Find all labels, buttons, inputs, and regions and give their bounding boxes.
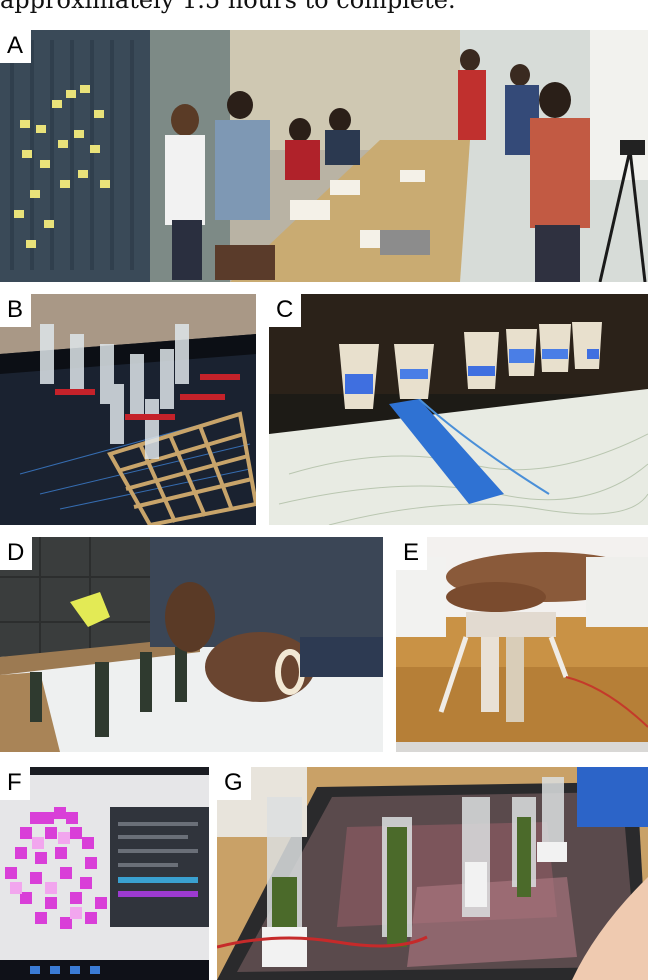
figure-caption: approximately 1.5 hours to complete. bbox=[0, 0, 456, 14]
panel-b-photo bbox=[0, 294, 256, 525]
panel-c-photo bbox=[269, 294, 648, 525]
panel-e-label: E bbox=[396, 537, 428, 570]
panel-a-photo bbox=[0, 30, 648, 282]
panel-c: C bbox=[269, 294, 648, 525]
panel-a-label: A bbox=[0, 30, 32, 63]
panel-d-label: D bbox=[0, 537, 33, 570]
panel-e: E bbox=[396, 537, 648, 752]
panel-b-label: B bbox=[0, 294, 32, 327]
panel-f: F bbox=[0, 767, 209, 980]
panel-g-photo bbox=[217, 767, 648, 980]
panel-a: A bbox=[0, 30, 648, 282]
panel-e-photo bbox=[396, 537, 648, 752]
panel-g-label: G bbox=[217, 767, 251, 800]
panel-b: B bbox=[0, 294, 256, 525]
panel-c-label: C bbox=[269, 294, 302, 327]
panel-d: D bbox=[0, 537, 383, 752]
panel-f-label: F bbox=[0, 767, 30, 800]
panel-g: G bbox=[217, 767, 648, 980]
panel-d-photo bbox=[0, 537, 383, 752]
panel-f-photo bbox=[0, 767, 209, 980]
